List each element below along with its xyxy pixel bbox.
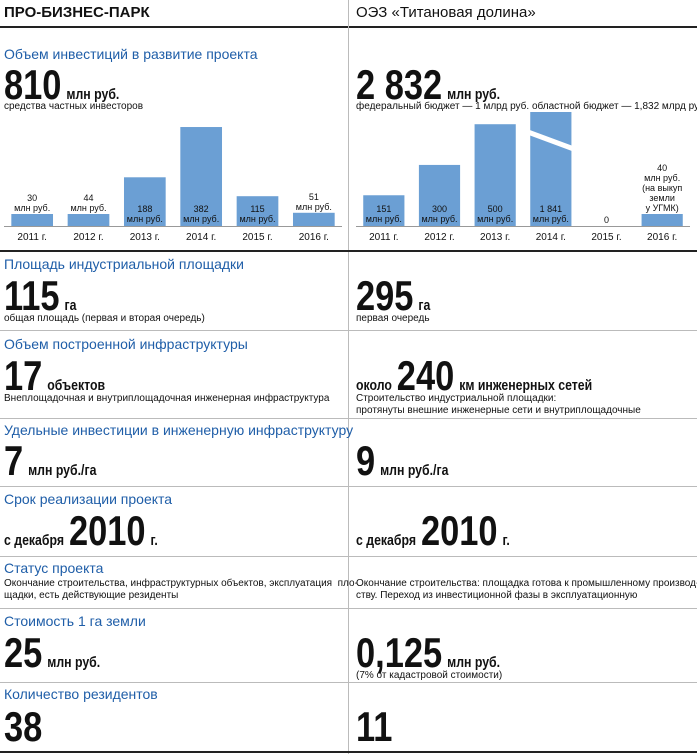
bar-1-3 [530, 112, 572, 226]
right-infra-note: Строительство индустриальной площадки: п… [356, 393, 641, 416]
infra-label: Объем построенной инфраструктуры [4, 336, 248, 352]
left-term-value: с декабря 2010 г. [4, 507, 158, 554]
right-area-note: первая очередь [356, 313, 430, 324]
bar-0-3 [180, 127, 223, 226]
left-column-title: ПРО-БИЗНЕС-ПАРК [4, 4, 150, 21]
column-divider [348, 0, 349, 754]
value-label-0-2: 188 млн руб. [127, 204, 163, 224]
tick-label-0-3: 2014 г. [186, 232, 216, 243]
value-label-0-4: 115 млн руб. [239, 204, 275, 224]
right-unit-invest-value: 9 млн руб./га [356, 437, 449, 484]
tick-label-1-3: 2014 г. [536, 232, 566, 243]
bar-0-2 [123, 177, 166, 226]
axis-break-1-3 [528, 130, 574, 151]
bar-0-5 [292, 212, 335, 226]
residents-label: Количество резидентов [4, 686, 158, 702]
value-label-1-2: 500 млн руб. [477, 204, 513, 224]
value-label-0-1: 44 млн руб. [70, 193, 106, 213]
right-column-title: ОЭЗ «Титановая долина» [356, 4, 536, 21]
left-infra-value: 17 объектов [4, 352, 106, 399]
value-label-1-1: 300 млн руб. [421, 204, 457, 224]
right-invest-note: федеральный бюджет — 1 млрд руб. областн… [356, 101, 697, 112]
tick-label-1-5: 2016 г. [647, 232, 677, 243]
right-residents-value: 11 [356, 703, 393, 750]
value-label-1-5: 40 млн руб. (на выкуп земли у УГМК) [642, 163, 682, 213]
right-area-value: 295 га [356, 272, 431, 319]
tick-label-0-2: 2013 г. [130, 232, 160, 243]
status-label: Статус проекта [4, 560, 104, 576]
divider-5 [0, 556, 697, 557]
divider-7 [0, 682, 697, 683]
left-invest-value: 810 млн руб. [4, 61, 120, 108]
bar-1-2 [474, 124, 516, 226]
right-invest-value: 2 832 млн руб. [356, 61, 501, 108]
tick-label-1-4: 2015 г. [591, 232, 621, 243]
value-label-0-3: 382 млн руб. [183, 204, 219, 224]
divider-3 [0, 418, 697, 419]
left-invest-note: средства частных инвесторов [4, 101, 144, 112]
invest-label: Объем инвестиций в развитие проекта [4, 46, 258, 62]
tick-label-1-1: 2012 г. [424, 232, 454, 243]
divider-4 [0, 486, 697, 487]
tick-label-1-2: 2013 г. [480, 232, 510, 243]
bar-1-5 [641, 214, 683, 226]
value-label-0-5: 51 млн руб. [296, 192, 332, 212]
tick-label-0-0: 2011 г. [17, 232, 47, 243]
tick-label-0-1: 2012 г. [73, 232, 103, 243]
bar-0-0 [11, 214, 54, 226]
right-land-value: 0,125 млн руб. [356, 629, 501, 676]
divider-2 [0, 330, 697, 331]
bottom-divider [0, 751, 697, 753]
left-area-note: общая площадь (первая и вторая очередь) [4, 313, 205, 324]
bar-1-1 [418, 164, 461, 226]
right-status-text: Окончание строительства: площадка готова… [356, 578, 697, 601]
bar-1-0 [363, 195, 405, 226]
left-invest-chart: 30 млн руб. 2011 г. 44 млн руб. 2012 г. 188 млн… [4, 127, 342, 243]
left-infra-note: Внеплощадочная и внутриплощадочная инжен… [4, 393, 330, 404]
divider-1 [0, 250, 697, 252]
term-label: Срок реализации проекта [4, 491, 173, 507]
value-label-1-3: 1 841 млн руб. [533, 204, 569, 224]
left-unit-invest-value: 7 млн руб./га [4, 437, 97, 484]
left-residents-value: 38 [4, 703, 43, 750]
right-infra-value: около 240 км инженерных сетей [356, 352, 593, 399]
value-label-1-4: 0 [604, 215, 609, 225]
left-status-text: Окончание строительства, инфраструктурны… [4, 578, 358, 601]
tick-label-1-0: 2011 г. [369, 232, 399, 243]
bar-0-4 [236, 196, 279, 226]
tick-label-0-4: 2015 г. [242, 232, 272, 243]
area-label: Площадь индустриальной площадки [4, 256, 245, 272]
right-term-value: с декабря 2010 г. [356, 507, 510, 554]
unit-invest-label: Удельные инвестиции в инженерную инфраст… [4, 422, 354, 438]
tick-label-0-5: 2016 г. [299, 232, 329, 243]
divider-6 [0, 608, 697, 609]
left-land-value: 25 млн руб. [4, 629, 101, 676]
value-label-0-0: 30 млн руб. [14, 193, 50, 213]
land-label: Стоимость 1 га земли [4, 613, 146, 629]
right-invest-chart: 151 млн руб. 2011 г. 300 млн руб. 2012 г. 500 м… [356, 112, 690, 243]
bar-0-1 [67, 214, 110, 226]
right-land-note: (7% от кадастровой стоимости) [356, 670, 503, 681]
left-area-value: 115 га [4, 272, 77, 319]
value-label-1-0: 151 млн руб. [366, 204, 402, 224]
